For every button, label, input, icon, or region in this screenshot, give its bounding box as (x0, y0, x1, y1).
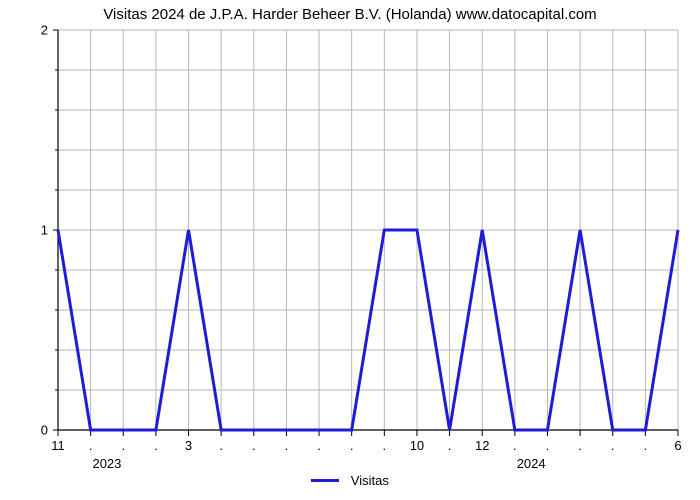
x-tick-label: . (154, 438, 158, 453)
x-tick-label: . (644, 438, 648, 453)
x-tick-label: . (285, 438, 289, 453)
chart-container: Visitas 2024 de J.P.A. Harder Beheer B.V… (0, 0, 700, 500)
x-tick-label: . (252, 438, 256, 453)
x-tick-label: . (121, 438, 125, 453)
x-group-label: 2023 (92, 456, 121, 471)
y-tick-label: 0 (0, 423, 48, 438)
x-tick-label: 11 (51, 438, 65, 453)
chart-title: Visitas 2024 de J.P.A. Harder Beheer B.V… (0, 6, 700, 23)
x-tick-label: 3 (185, 438, 192, 453)
x-tick-label: . (611, 438, 615, 453)
x-tick-label: 6 (674, 438, 681, 453)
x-tick-label: . (546, 438, 550, 453)
y-tick-label: 1 (0, 223, 48, 238)
x-tick-label: . (513, 438, 517, 453)
x-tick-label: 10 (410, 438, 424, 453)
x-tick-label: . (578, 438, 582, 453)
x-tick-label: . (317, 438, 321, 453)
legend-swatch (311, 479, 339, 482)
plot-area (52, 30, 678, 442)
x-tick-label: . (383, 438, 387, 453)
x-tick-label: 12 (475, 438, 489, 453)
x-group-label: 2024 (517, 456, 546, 471)
x-tick-label: . (219, 438, 223, 453)
legend: Visitas (0, 472, 700, 488)
x-tick-label: . (89, 438, 93, 453)
x-tick-label: . (448, 438, 452, 453)
y-tick-label: 2 (0, 23, 48, 38)
legend-label: Visitas (351, 473, 389, 488)
x-tick-label: . (350, 438, 354, 453)
